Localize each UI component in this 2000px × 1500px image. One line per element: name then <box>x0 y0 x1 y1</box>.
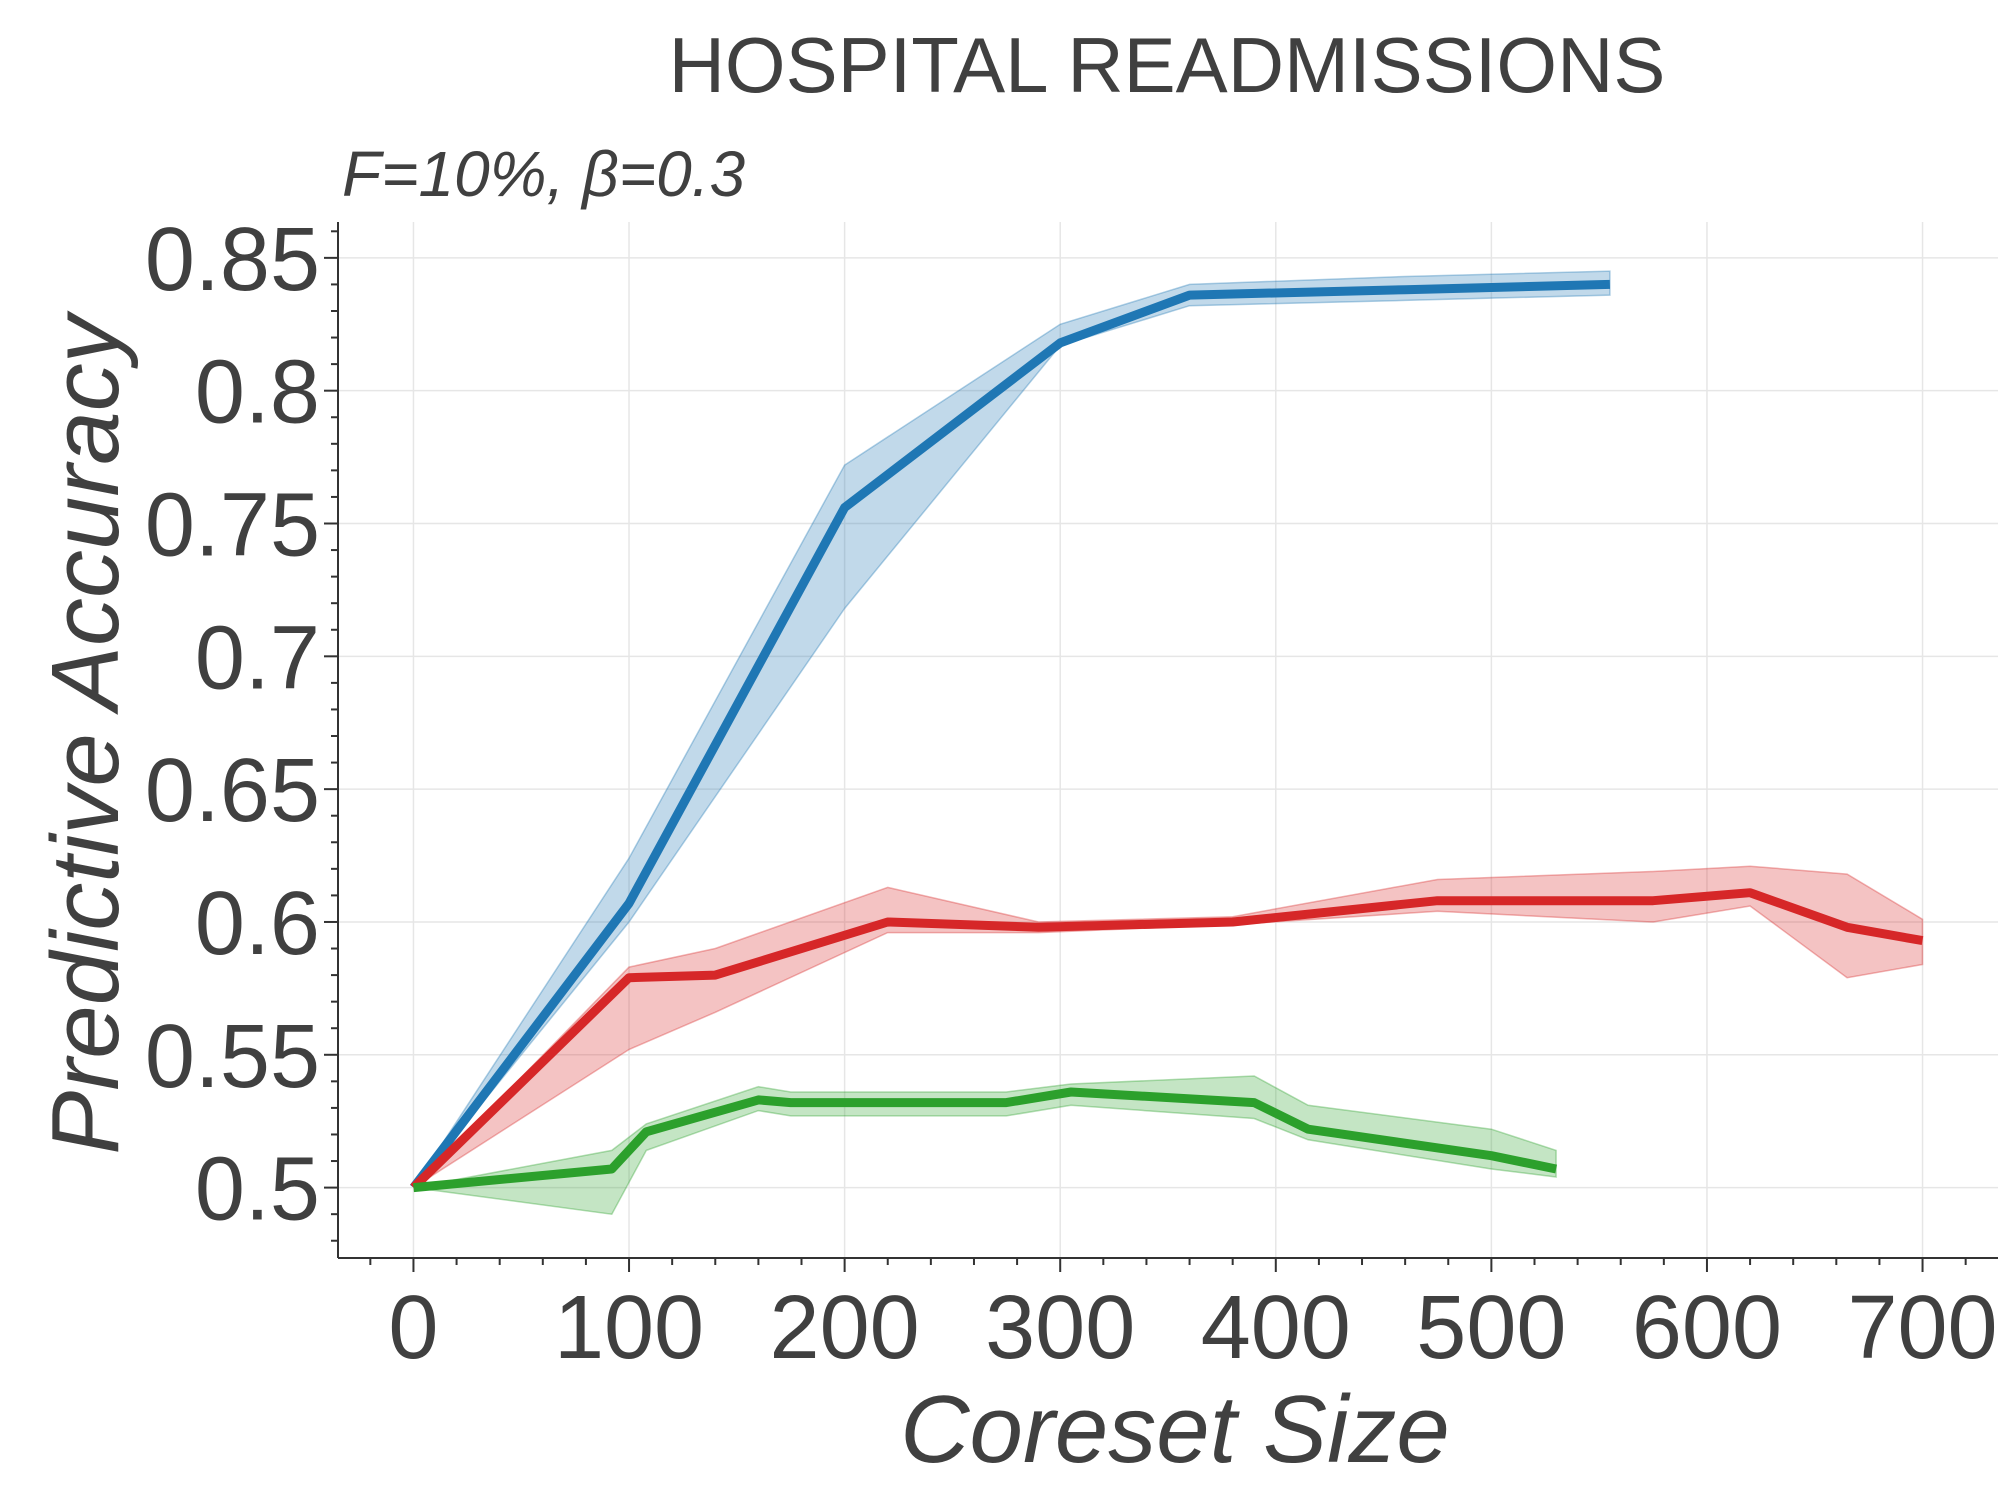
chart-title: HOSPITAL READMISSIONS <box>669 21 1666 109</box>
x-tick-label: 0 <box>388 1278 438 1378</box>
y-tick-label: 0.65 <box>145 741 320 841</box>
x-tick-label: 400 <box>1201 1278 1351 1378</box>
series-line-0 <box>409 279 1611 1191</box>
x-tick-label: 700 <box>1847 1278 1997 1378</box>
x-axis-label: Coreset Size <box>900 1376 1450 1483</box>
x-tick-label: 600 <box>1632 1278 1782 1378</box>
y-tick-label: 0.8 <box>195 343 320 443</box>
series-line-2 <box>413 1087 1558 1193</box>
chart-subtitle: F=10%, β=0.3 <box>342 138 745 210</box>
series-band-1 <box>412 865 1924 1189</box>
x-tick-label: 200 <box>770 1278 920 1378</box>
series-band-2 <box>413 1075 1557 1216</box>
y-tick-label: 0.5 <box>195 1140 320 1240</box>
y-tick-label: 0.7 <box>195 608 320 708</box>
x-tick-label: 300 <box>985 1278 1135 1378</box>
series-band-0 <box>412 270 1611 1189</box>
y-axis-label: Predictive Accuracy <box>32 310 139 1154</box>
tick-labels: 0 100 200 300 400 500 600 700 0.5 0.55 0.6 0.65 0.7 0… <box>145 210 1998 1378</box>
series-lines <box>409 279 1924 1193</box>
y-tick-label: 0.75 <box>145 476 320 576</box>
y-tick-label: 0.55 <box>145 1007 320 1107</box>
series-line-1 <box>410 888 1924 1191</box>
axes <box>324 222 1998 1272</box>
y-tick-label: 0.6 <box>195 874 320 974</box>
y-tick-label: 0.85 <box>145 210 320 310</box>
confidence-bands <box>412 270 1924 1216</box>
x-tick-label: 100 <box>554 1278 704 1378</box>
x-tick-label: 500 <box>1416 1278 1566 1378</box>
